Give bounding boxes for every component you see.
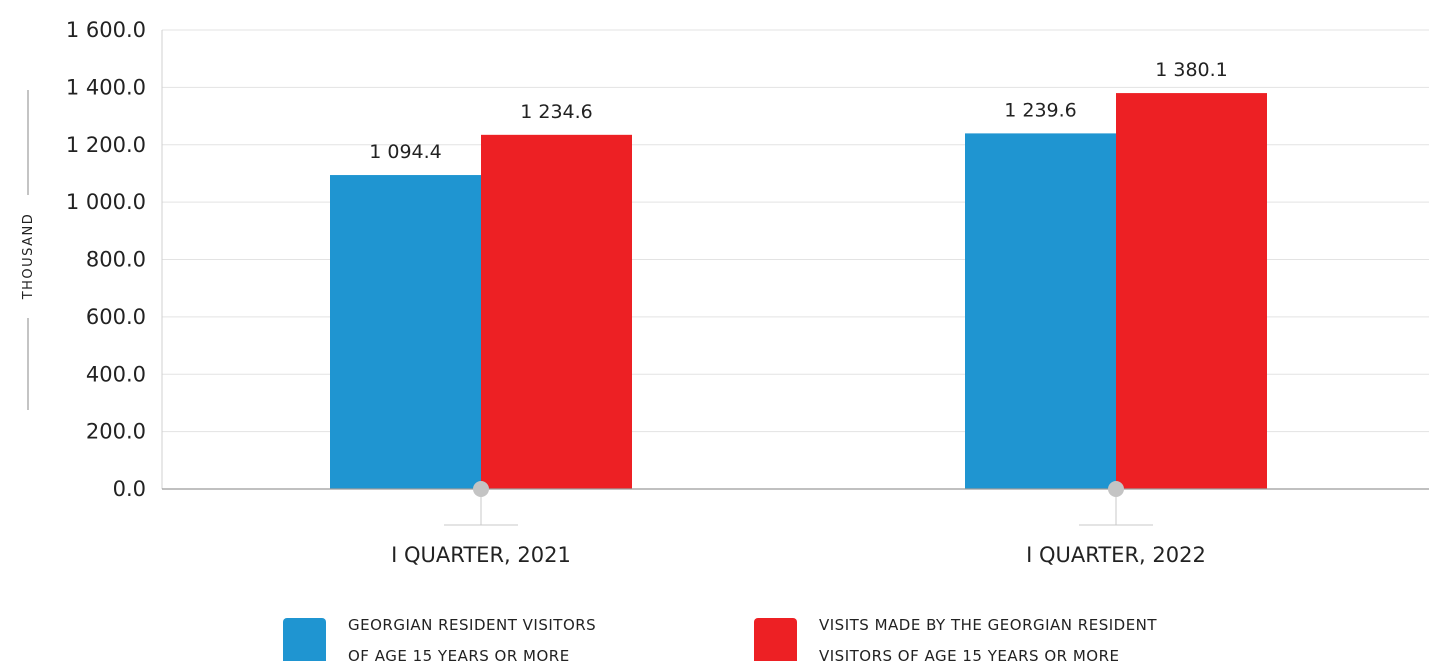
bar [1116,93,1267,490]
y-tick-label: 800.0 [86,248,146,272]
y-tick-label: 1 200.0 [66,133,146,157]
y-tick-label: 400.0 [86,362,146,386]
y-tick-label: 0.0 [113,477,146,501]
legend-label: VISITORS OF AGE 15 YEARS OR MORE [819,647,1120,661]
y-tick-label: 200.0 [86,420,146,444]
bar [481,134,632,489]
y-tick-label: 600.0 [86,305,146,329]
y-axis-label: THOUSAND [21,213,36,301]
legend-swatch [754,618,797,666]
x-tick-label: I QUARTER, 2021 [391,543,571,567]
data-label: 1 380.1 [1155,59,1228,81]
bar [330,175,481,489]
legend-label: GEORGIAN RESIDENT VISITORS [348,616,596,634]
category-marker [1108,481,1124,497]
x-tick-label: I QUARTER, 2022 [1026,543,1206,567]
legend-label: OF AGE 15 YEARS OR MORE [348,647,570,661]
y-tick-label: 1 400.0 [66,75,146,99]
data-label: 1 234.6 [520,101,593,123]
legend-label: VISITS MADE BY THE GEORGIAN RESIDENT [819,616,1157,634]
category-marker [473,481,489,497]
data-label: 1 239.6 [1004,99,1077,121]
y-tick-label: 1 600.0 [66,18,146,42]
data-label: 1 094.4 [369,141,442,163]
bar [965,133,1116,489]
legend-swatch [283,618,326,666]
y-tick-label: 1 000.0 [66,190,146,214]
